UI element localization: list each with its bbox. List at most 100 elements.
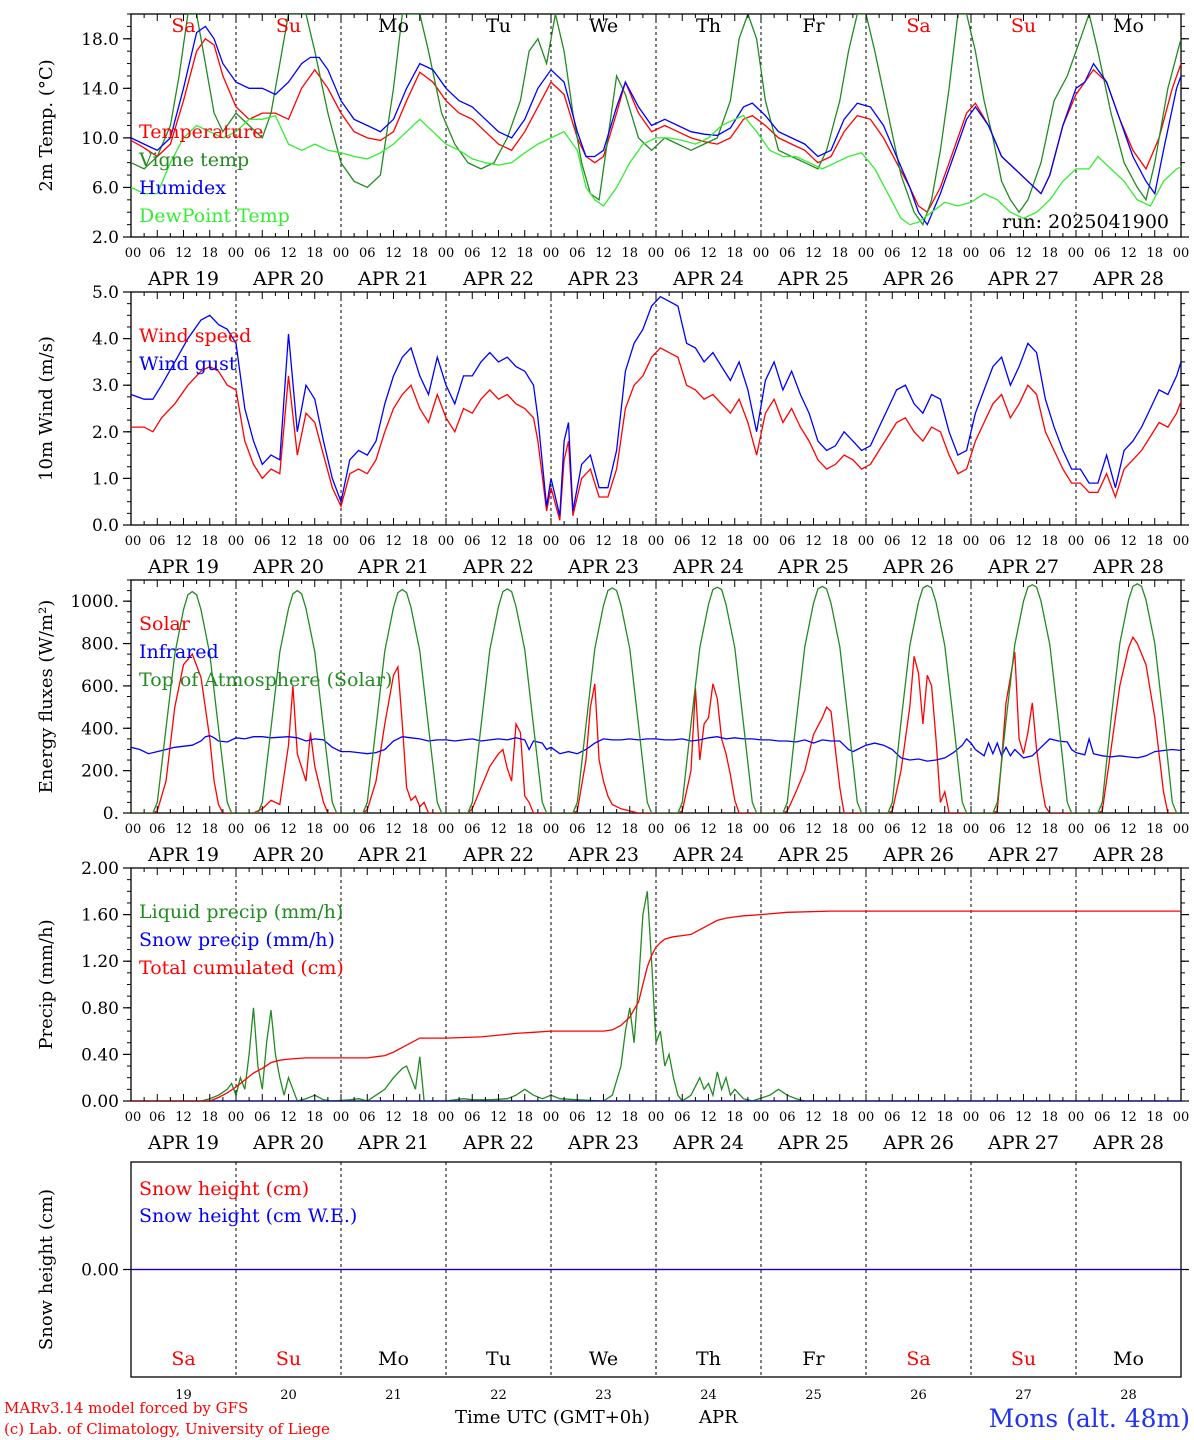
x-hour-label: 00	[543, 246, 560, 261]
y-axis-label: Energy fluxes (W/m²)	[36, 600, 57, 794]
legend-entry: Snow height (cm W.E.)	[139, 1205, 357, 1227]
x-hour-label: 00	[438, 534, 455, 549]
x-day-label: APR 24	[672, 556, 744, 578]
x-hour-label: 00	[228, 246, 245, 261]
panel-energy: Solar Infrared Top of Atmosphere (Solar) 0.…	[36, 579, 1190, 866]
x-hour-label: 00	[1173, 246, 1190, 261]
legend-entry: Snow precip (mm/h)	[139, 929, 335, 951]
x-hour-label: 06	[464, 534, 481, 549]
x-hour-label: 00	[1173, 1110, 1190, 1125]
weekday-label: Sa	[171, 1348, 195, 1370]
x-hour-label: 12	[910, 534, 927, 549]
x-hour-label: 00	[648, 246, 665, 261]
x-hour-label: 18	[936, 534, 953, 549]
x-hour-label: 12	[1120, 534, 1137, 549]
x-hour-label: 18	[726, 534, 743, 549]
x-hour-label: 12	[805, 822, 822, 837]
x-hour-label: 06	[359, 534, 376, 549]
x-hour-label: 12	[805, 246, 822, 261]
x-hour-label: 06	[569, 246, 586, 261]
x-day-label: APR 27	[987, 844, 1059, 866]
x-hour-label: 00	[228, 1110, 245, 1125]
x-hour-label: 12	[700, 534, 717, 549]
legend-entry: Wind gust	[139, 353, 237, 375]
x-hour-label: 18	[621, 534, 638, 549]
panel-temperature: Temperature Vigne temp Humidex DewPoint Tem…	[36, 13, 1190, 290]
y-tick-label: 0.00	[81, 1261, 119, 1281]
x-hour-label: 00	[753, 822, 770, 837]
x-hour-label: 06	[254, 246, 271, 261]
x-hour-label: 12	[490, 246, 507, 261]
legend-entry: Vigne temp	[138, 149, 249, 171]
y-tick-label: 1.0	[92, 469, 119, 489]
x-hour-label: 00	[228, 822, 245, 837]
x-hour-label: 18	[306, 1110, 323, 1125]
x-hour-label: 18	[831, 1110, 848, 1125]
x-hour-label: 00	[543, 1110, 560, 1125]
x-day-number: 19	[175, 1388, 192, 1403]
weekday-label: Fr	[802, 15, 825, 37]
weekday-label: Tu	[486, 15, 511, 37]
x-hour-label: 00	[438, 822, 455, 837]
x-hour-label: 18	[726, 1110, 743, 1125]
x-hour-label: 00	[858, 822, 875, 837]
x-hour-label: 00	[1173, 822, 1190, 837]
x-hour-label: 12	[490, 534, 507, 549]
x-day-label: APR 28	[1092, 268, 1164, 290]
x-hour-label: 12	[490, 1110, 507, 1125]
x-hour-label: 00	[1068, 1110, 1085, 1125]
y-axis-label: 10m Wind (m/s)	[36, 336, 57, 481]
x-hour-label: 00	[333, 246, 350, 261]
x-hour-label: 12	[910, 822, 927, 837]
x-hour-label: 12	[175, 1110, 192, 1125]
x-hour-label: 18	[306, 534, 323, 549]
legend-entry: Solar	[139, 613, 191, 635]
weekday-label: Mo	[1113, 1348, 1144, 1370]
x-day-number: 27	[1015, 1388, 1032, 1403]
x-hour-label: 18	[1146, 822, 1163, 837]
x-hour-label: 18	[411, 246, 428, 261]
x-hour-label: 18	[831, 822, 848, 837]
x-day-label: APR 21	[357, 844, 429, 866]
weekday-label: Su	[1011, 1348, 1036, 1370]
x-hour-label: 12	[1120, 246, 1137, 261]
y-tick-label: 5.0	[92, 283, 119, 303]
x-hour-label: 00	[125, 822, 142, 837]
x-day-number: 24	[700, 1388, 717, 1403]
x-hour-label: 00	[1068, 246, 1085, 261]
x-day-number: 20	[280, 1388, 297, 1403]
x-hour-label: 00	[125, 534, 142, 549]
y-tick-label: 1.60	[81, 906, 119, 926]
x-day-label: APR 23	[567, 1132, 639, 1154]
y-tick-label: 2.0	[92, 423, 119, 443]
y-tick-label: 2.0	[92, 228, 119, 248]
x-hour-label: 18	[516, 246, 533, 261]
x-day-label: APR 26	[882, 268, 954, 290]
x-hour-label: 12	[700, 1110, 717, 1125]
legend-entry: Humidex	[139, 177, 226, 199]
x-hour-label: 18	[411, 534, 428, 549]
y-tick-label: 0.40	[81, 1045, 119, 1065]
x-hour-label: 12	[805, 534, 822, 549]
x-hour-label: 18	[516, 534, 533, 549]
weekday-label: Su	[276, 15, 301, 37]
x-hour-label: 06	[989, 822, 1006, 837]
y-tick-label: 0.00	[81, 1092, 119, 1112]
x-hour-label: 18	[306, 822, 323, 837]
y-tick-label: 14.0	[81, 79, 119, 99]
panel-snow: Snow height (cm) Snow height (cm W.E.) 0.0…	[36, 1161, 1189, 1403]
x-hour-label: 00	[438, 1110, 455, 1125]
x-hour-label: 18	[726, 246, 743, 261]
x-hour-label: 18	[1041, 822, 1058, 837]
x-day-number: 22	[490, 1388, 507, 1403]
x-hour-label: 00	[963, 246, 980, 261]
x-day-label: APR 21	[357, 556, 429, 578]
x-hour-label: 00	[648, 822, 665, 837]
x-day-label: APR 19	[147, 844, 219, 866]
x-hour-label: 06	[464, 246, 481, 261]
x-hour-label: 12	[280, 246, 297, 261]
weekday-label: Fr	[802, 1348, 825, 1370]
x-day-label: APR 25	[777, 1132, 849, 1154]
x-hour-label: 06	[569, 1110, 586, 1125]
y-tick-label: 4.0	[92, 330, 119, 350]
